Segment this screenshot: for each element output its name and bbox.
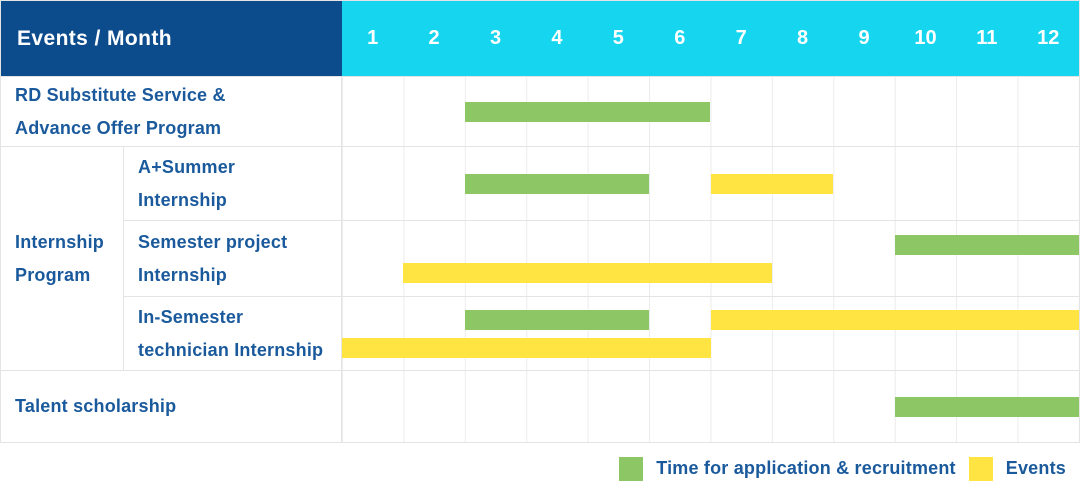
gantt-bar-event [342,337,711,358]
gantt-bar-event [403,262,772,283]
legend-swatch-recruitment [619,456,644,481]
gantt-bar-recruitment [894,396,1079,417]
month-header-10: 10 [894,1,957,76]
month-header-9: 9 [833,1,895,76]
row-label-line: technician Internship [138,339,324,360]
gantt-row-bars-semester-project [342,220,1079,296]
gantt-bar-recruitment [464,309,650,330]
group-label-line: Program [15,264,91,285]
row-label-line: Advance Offer Program [15,117,222,138]
gantt-row-bars-in-semester-technician [342,296,1079,370]
gantt-table: Events / Month 1 2 3 4 5 6 7 8 9 10 11 1… [0,0,1080,443]
gantt-row-bars-a-plus-summer [342,146,1079,220]
gantt-row-bars-rd-substitute [342,76,1079,146]
month-header-12: 12 [1017,1,1079,76]
group-label-line: Internship [15,231,105,252]
gantt-bar-recruitment [464,173,650,194]
legend-label-recruitment: Time for application & recruitment [656,458,956,478]
row-label-semester-project: Semester project Internship [124,220,342,296]
row-label-line: A+Summer [138,156,236,177]
month-header-8: 8 [771,1,834,76]
row-label-a-plus-summer: A+Summer Internship [124,146,342,220]
group-label-internship-program: Internship Program [1,146,124,370]
row-label-talent-scholarship: Talent scholarship [1,370,342,442]
row-label-line: Internship [138,264,228,285]
row-label-line: Internship [138,189,228,210]
gantt-bar-event [710,309,1079,330]
row-label-line: RD Substitute Service & [15,84,226,105]
table-header-label: Events / Month [1,1,342,76]
row-label-line: Talent scholarship [15,396,177,416]
row-label-rd-substitute: RD Substitute Service & Advance Offer Pr… [1,76,342,146]
month-header-7: 7 [710,1,772,76]
legend-label-events: Events [1005,458,1066,478]
row-label-in-semester-technician: In-Semester technician Internship [124,296,342,370]
gantt-bar-event [710,173,834,194]
month-header-3: 3 [464,1,527,76]
month-header-5: 5 [587,1,650,76]
row-label-line: Semester project [138,231,288,252]
month-header-4: 4 [526,1,588,76]
legend: Time for application & recruitment Event… [0,443,1080,494]
row-label-line: In-Semester [138,306,244,327]
gantt-bar-recruitment [464,101,711,122]
month-header-2: 2 [403,1,465,76]
month-header-6: 6 [649,1,711,76]
gantt-row-bars-talent-scholarship [342,370,1079,442]
month-header-1: 1 [342,1,404,76]
header-label-text: Events / Month [17,26,172,50]
gantt-bar-recruitment [894,234,1079,255]
legend-swatch-events [968,456,993,481]
month-header-11: 11 [956,1,1018,76]
